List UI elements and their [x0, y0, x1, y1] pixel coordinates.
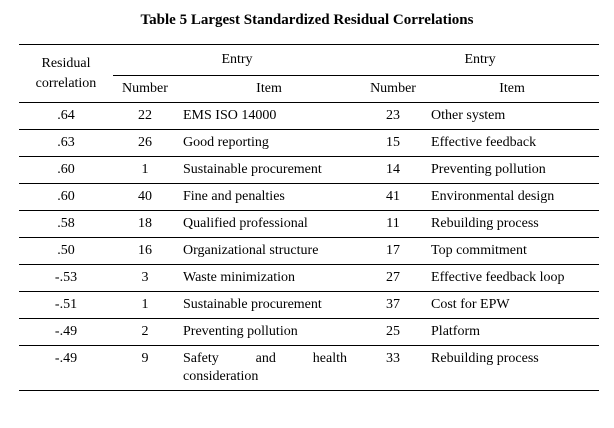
item-header-right: Item: [499, 81, 525, 96]
entry-number-right: 37: [361, 291, 426, 319]
entry-item-left: Sustainable procurement: [177, 291, 362, 319]
entry-header-right: Entry: [361, 44, 600, 76]
entry-item-left: Qualified professional: [177, 210, 362, 238]
residual-value: .63: [19, 129, 113, 157]
table-title: Table 5 Largest Standardized Residual Co…: [140, 12, 474, 28]
entry-item-right: Platform: [425, 318, 600, 346]
entry-item-right: Rebuilding process: [425, 210, 600, 238]
entry-number-right: 25: [361, 318, 426, 346]
residual-value: .58: [19, 210, 113, 238]
entry-number-left: 22: [113, 102, 177, 130]
entry-number-left: 40: [113, 183, 177, 211]
entry-number-left: 16: [113, 237, 177, 265]
entry-number-right: 27: [361, 264, 426, 292]
entry-header-left: Entry: [113, 44, 362, 76]
entry-item-left: Sustainable procurement: [177, 156, 362, 184]
entry-number-right: 23: [361, 102, 426, 130]
residual-value: -.51: [19, 291, 113, 319]
item-header-left: Item: [256, 81, 282, 96]
entry-item-right: Preventing pollution: [425, 156, 600, 184]
residual-header-line1: Residual: [41, 55, 91, 71]
entry-item-left: Safety and health consideration: [177, 345, 362, 391]
table-row: .58 18 Qualified professional 11 Rebuild…: [19, 210, 600, 238]
table-row: .50 16 Organizational structure 17 Top c…: [19, 237, 600, 265]
entry-number-right: 41: [361, 183, 426, 211]
number-header-right: Number: [370, 81, 416, 96]
table-row: -.49 2 Preventing pollution 25 Platform: [19, 318, 600, 346]
residual-value: .60: [19, 156, 113, 184]
entry-item-left: Organizational structure: [177, 237, 362, 265]
table-row: .63 26 Good reporting 15 Effective feedb…: [19, 129, 600, 157]
entry-item-right: Effective feedback: [425, 129, 600, 157]
entry-item-left: Preventing pollution: [177, 318, 362, 346]
entry-number-right: 17: [361, 237, 426, 265]
residual-value: .60: [19, 183, 113, 211]
entry-number-left: 18: [113, 210, 177, 238]
entry-item-left: Fine and penalties: [177, 183, 362, 211]
entry-item-left: Good reporting: [177, 129, 362, 157]
entry-number-left: 3: [113, 264, 177, 292]
residual-value: -.49: [19, 345, 113, 391]
entry-number-left: 26: [113, 129, 177, 157]
entry-item-left: EMS ISO 14000: [177, 102, 362, 130]
entry-number-right: 11: [361, 210, 426, 238]
table-row: -.49 9 Safety and health consideration 3…: [19, 345, 600, 391]
residual-value: -.49: [19, 318, 113, 346]
entry-number-right: 15: [361, 129, 426, 157]
entry-number-left: 9: [113, 345, 177, 391]
residual-header-line2: correlation: [35, 75, 97, 91]
entry-number-right: 33: [361, 345, 426, 391]
residual-correlation-header: Residual correlation: [19, 44, 113, 103]
residual-correlations-table: Residual correlation Entry Entry Number …: [19, 44, 600, 391]
table-row: -.51 1 Sustainable procurement 37 Cost f…: [19, 291, 600, 319]
entry-number-left: 2: [113, 318, 177, 346]
entry-item-right: Cost for EPW: [425, 291, 600, 319]
residual-value: .64: [19, 102, 113, 130]
residual-value: .50: [19, 237, 113, 265]
entry-item-right: Environmental design: [425, 183, 600, 211]
entry-item-right: Other system: [425, 102, 600, 130]
entry-number-left: 1: [113, 156, 177, 184]
table-row: .60 40 Fine and penalties 41 Environment…: [19, 183, 600, 211]
table-row: .60 1 Sustainable procurement 14 Prevent…: [19, 156, 600, 184]
entry-number-right: 14: [361, 156, 426, 184]
entry-item-left: Waste minimization: [177, 264, 362, 292]
table-row: -.53 3 Waste minimization 27 Effective f…: [19, 264, 600, 292]
entry-number-left: 1: [113, 291, 177, 319]
entry-item-right: Top commitment: [425, 237, 600, 265]
table-row: .64 22 EMS ISO 14000 23 Other system: [19, 102, 600, 130]
entry-item-right: Effective feedback loop: [425, 264, 600, 292]
number-header-left: Number: [122, 81, 168, 96]
residual-value: -.53: [19, 264, 113, 292]
entry-item-right: Rebuilding process: [425, 345, 600, 391]
